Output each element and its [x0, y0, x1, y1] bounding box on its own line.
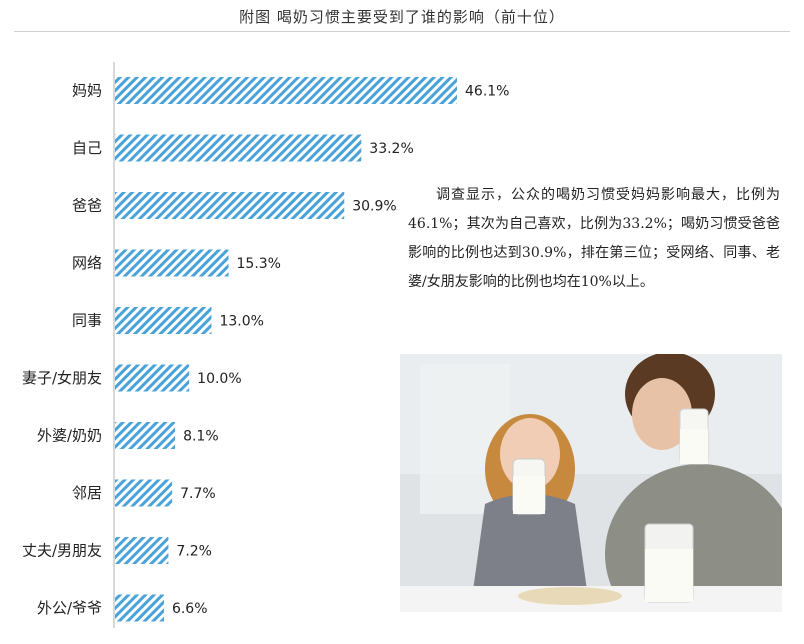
bar-8	[115, 537, 169, 564]
bar-7	[115, 479, 173, 507]
bar-9	[115, 594, 164, 622]
bar-0	[115, 77, 457, 104]
value-label: 7.7%	[180, 486, 216, 502]
bar-2	[115, 192, 345, 219]
note-paragraph: 调查显示，公众的喝奶习惯受妈妈影响最大，比例为46.1%；其次为自己喜欢，比例为…	[408, 187, 780, 290]
category-label: 同事	[72, 312, 102, 330]
bar-1	[115, 134, 362, 162]
mother-face	[632, 378, 692, 450]
bar-6	[115, 422, 176, 449]
value-label: 13.0%	[219, 314, 263, 330]
value-label: 10.0%	[197, 371, 241, 387]
value-label: 15.3%	[237, 256, 281, 272]
category-label: 自己	[72, 139, 102, 157]
value-label: 8.1%	[183, 429, 219, 445]
value-label: 30.9%	[352, 199, 396, 215]
category-label: 妈妈	[72, 82, 102, 100]
value-label: 33.2%	[369, 141, 413, 157]
bar-5	[115, 364, 190, 392]
category-label: 爸爸	[72, 197, 102, 215]
value-label: 46.1%	[465, 84, 509, 100]
value-label: 6.6%	[172, 601, 208, 617]
category-label: 妻子/女朋友	[22, 369, 102, 387]
category-label: 外婆/奶奶	[37, 427, 102, 445]
value-label: 7.2%	[176, 544, 212, 560]
bar-4	[115, 307, 212, 334]
category-label: 外公/爷爷	[37, 599, 102, 617]
title-divider	[14, 31, 790, 32]
category-label: 邻居	[72, 484, 102, 502]
category-label: 网络	[72, 254, 102, 272]
bar-3	[115, 249, 229, 277]
chart-title: 附图 喝奶习惯主要受到了谁的影响（前十位）	[239, 8, 565, 26]
cookie-plate	[518, 587, 622, 605]
girl-dress	[470, 494, 590, 612]
category-label: 丈夫/男朋友	[22, 542, 102, 560]
bars-layer: 妈妈 46.1% 自己 33.2% 爸爸 30.9% 网络 15.3% 同事 13.0% 妻子/女朋…	[22, 62, 509, 628]
photo-mother-daughter-milk	[400, 354, 782, 612]
